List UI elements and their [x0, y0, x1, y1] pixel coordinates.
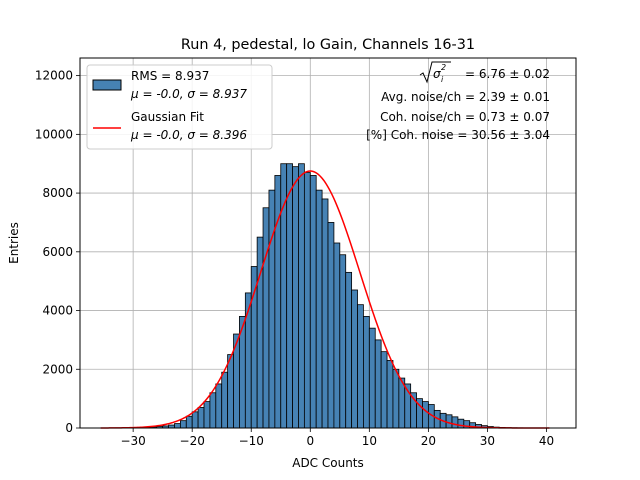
svg-text:2: 2	[441, 63, 446, 72]
histogram-bar	[215, 383, 223, 429]
x-tick-label: 40	[539, 434, 554, 448]
annotation-coh-noise-pct: [%] Coh. noise = 30.56 ± 3.04	[366, 128, 550, 142]
histogram-bar	[445, 414, 453, 429]
histogram-bar	[197, 407, 205, 429]
histogram-bar	[357, 304, 364, 429]
legend-label-rms-params: μ = -0.0, σ = 8.937	[130, 87, 247, 101]
histogram-bar	[191, 411, 199, 429]
annotation-avg-noise: Avg. noise/ch = 2.39 ± 0.01	[381, 90, 550, 104]
legend-label-fit: Gaussian Fit	[131, 110, 204, 124]
histogram-bar	[315, 189, 323, 429]
histogram-bar	[333, 242, 341, 429]
x-tick-label: 0	[306, 434, 314, 448]
legend-label-fit-params: μ = -0.0, σ = 8.396	[130, 128, 247, 142]
histogram-bar	[227, 354, 234, 429]
histogram-bar	[244, 292, 252, 429]
histogram-bar	[280, 163, 288, 429]
histogram-bar	[422, 401, 429, 429]
histogram-bar	[292, 166, 299, 429]
y-tick-label: 2000	[42, 362, 73, 376]
y-tick-label: 8000	[42, 186, 73, 200]
x-axis-label: ADC Counts	[292, 456, 364, 470]
x-tick-label: −30	[120, 434, 145, 448]
svg-text:i: i	[441, 75, 444, 84]
histogram-bar	[221, 371, 229, 429]
histogram-bar	[321, 198, 329, 429]
y-axis-label: Entries	[7, 222, 21, 264]
histogram-bar	[363, 316, 370, 429]
histogram-bar	[327, 222, 335, 429]
x-tick-label: −10	[239, 434, 264, 448]
histogram-bar	[392, 368, 400, 429]
legend-frame	[86, 64, 273, 150]
histogram-bar	[209, 392, 217, 429]
histogram-bar	[457, 418, 465, 429]
annotation-sigma-i: = 6.76 ± 0.02	[465, 67, 550, 81]
histogram-bar	[268, 189, 276, 429]
chart-title: Run 4, pedestal, lo Gain, Channels 16-31	[181, 37, 475, 53]
x-tick-label: −20	[180, 434, 205, 448]
histogram-bar	[203, 401, 211, 429]
histogram-bar	[451, 416, 459, 429]
sigma-i-symbol: σ 2 i	[419, 61, 451, 84]
y-tick-label: 12000	[35, 69, 73, 83]
y-tick-label: 10000	[35, 127, 73, 141]
y-tick-label: 0	[65, 421, 73, 435]
plot-frame	[79, 57, 577, 429]
x-axis-ticks: −30 −20 −10 0 10 20 30 40	[120, 428, 554, 448]
histogram-bar	[386, 360, 394, 429]
gaussian-fit-curve	[100, 170, 550, 429]
histogram-bar	[185, 415, 193, 429]
histogram-bar	[298, 163, 305, 429]
histogram-bar	[368, 327, 376, 429]
histogram-bars	[103, 163, 553, 429]
y-tick-label: 6000	[42, 245, 73, 259]
svg-text:σ: σ	[433, 67, 441, 81]
grid-lines	[80, 58, 576, 429]
histogram-bar	[303, 172, 311, 429]
histogram-bar	[380, 351, 388, 429]
histogram-bar	[339, 254, 347, 429]
histogram-bar	[174, 423, 181, 429]
histogram-bar	[309, 175, 317, 429]
legend-label-rms: RMS = 8.937	[131, 69, 209, 83]
histogram-bar	[179, 420, 187, 429]
x-tick-label: 10	[362, 434, 377, 448]
histogram-bar	[345, 271, 353, 429]
legend: RMS = 8.937 μ = -0.0, σ = 8.937 Gaussian…	[86, 64, 273, 150]
histogram-bar	[374, 339, 382, 429]
legend-swatch-histogram	[92, 79, 122, 91]
annotation-coh-noise: Coh. noise/ch = 0.73 ± 0.07	[380, 110, 550, 124]
histogram-bar	[351, 289, 358, 429]
x-tick-label: 30	[480, 434, 495, 448]
y-tick-label: 4000	[42, 304, 73, 318]
histogram-bar	[286, 163, 293, 429]
histogram-bar	[262, 207, 270, 429]
y-axis-ticks: 0 2000 4000 6000 8000 10000 12000	[35, 69, 80, 435]
noise-annotations: σ 2 i = 6.76 ± 0.02 Avg. noise/ch = 2.39…	[366, 61, 550, 142]
x-tick-label: 20	[421, 434, 436, 448]
